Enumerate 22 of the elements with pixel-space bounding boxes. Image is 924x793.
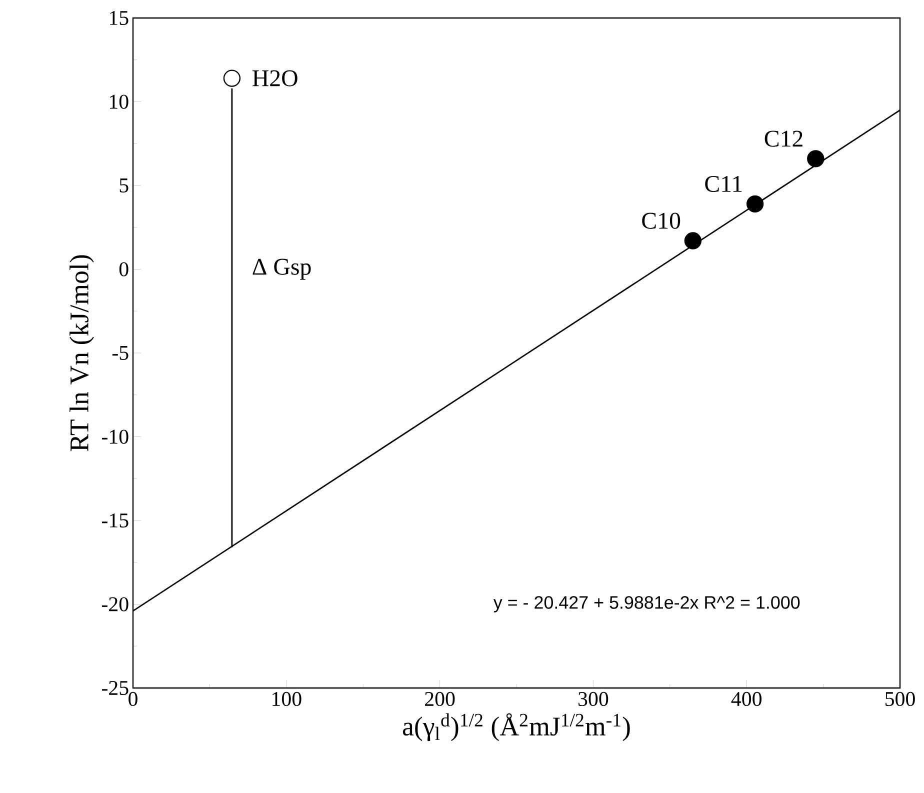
y-tick-label: -5 bbox=[112, 346, 128, 360]
text: a(γ$_{l}$$^{d}$)$^{1/2}$ (Å$^{2}$mJ$^{1/2}$m$^{-1}$) bbox=[402, 713, 630, 742]
y-tick-label: -15 bbox=[102, 513, 128, 528]
y-tick-label: -25 bbox=[102, 680, 128, 696]
y-tick-label: 5 bbox=[120, 178, 128, 192]
x-tick-label: 400 bbox=[731, 692, 762, 706]
y-tick-label: 0 bbox=[119, 262, 128, 276]
annotation: y = - 20.427 + 5.9881e-2x R^2 = 1.000 bbox=[493, 596, 800, 612]
annotation: C12 bbox=[764, 130, 802, 147]
annotation: H2O bbox=[252, 70, 298, 86]
y-axis-title: RT ln Vn (kJ/mol) bbox=[70, 255, 94, 452]
y-tick-label: -10 bbox=[102, 430, 128, 444]
x-tick-label: 300 bbox=[578, 692, 608, 706]
annotation: C10 bbox=[642, 212, 680, 229]
y-tick-label: 15 bbox=[110, 10, 128, 25]
annotation: Δ Gsp bbox=[252, 258, 311, 280]
x-tick-label: 500 bbox=[886, 692, 915, 706]
y-tick-label: 10 bbox=[110, 94, 128, 109]
x-tick-label: 200 bbox=[425, 692, 455, 706]
y-tick-label: -20 bbox=[102, 597, 128, 612]
annotation: C11 bbox=[705, 176, 742, 192]
x-tick-label: 100 bbox=[272, 692, 302, 706]
